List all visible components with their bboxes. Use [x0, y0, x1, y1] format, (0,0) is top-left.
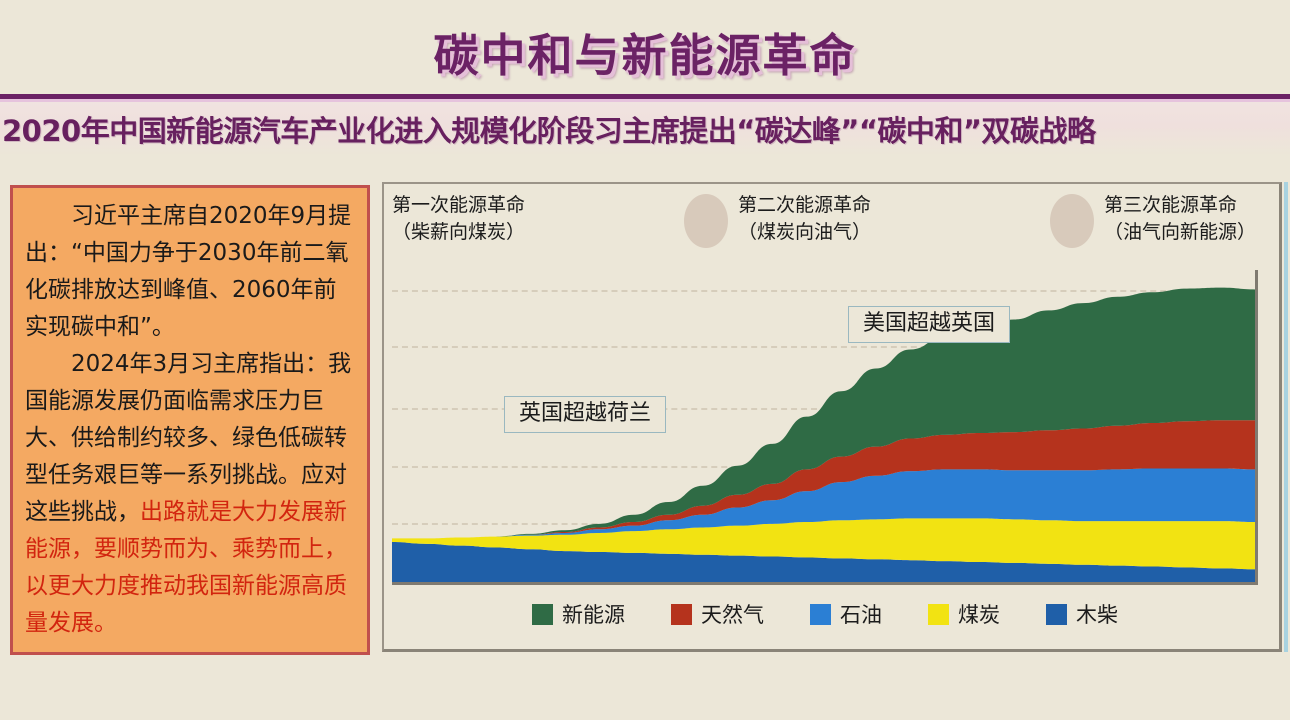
- callout-uk-overtakes-netherlands: 英国超越荷兰: [504, 396, 667, 433]
- legend-item: 煤炭: [928, 599, 1000, 629]
- area-series-svg: [392, 287, 1256, 582]
- note-paragraph-2: 2024年3月习主席指出：我国能源发展仍面临需求压力巨大、供给制约较多、绿色低碳…: [25, 346, 355, 642]
- legend-item: 木柴: [1046, 599, 1118, 629]
- subtitle-text: 2020年中国新能源汽车产业化进入规模化阶段习主席提出“碳达峰”“碳中和”双碳战…: [2, 114, 1096, 148]
- legend-label: 石油: [840, 603, 882, 627]
- area-series-木柴: [392, 542, 1256, 582]
- area-series-石油: [392, 468, 1256, 539]
- legend-label: 木柴: [1076, 603, 1118, 627]
- subtitle-band: 2020年中国新能源汽车产业化进入规模化阶段习主席提出“碳达峰”“碳中和”双碳战…: [0, 102, 1290, 156]
- gridline: [392, 346, 1256, 348]
- legend-label: 煤炭: [958, 603, 1000, 627]
- energy-revolution-2-text: 第二次能源革命 （煤炭向油气）: [738, 192, 871, 246]
- ellipse-icon: [684, 194, 728, 248]
- legend-swatch-icon: [532, 603, 553, 625]
- callout-us-overtakes-uk: 美国超越英国: [848, 306, 1011, 343]
- legend-swatch-icon: [1046, 603, 1067, 625]
- energy-revolution-1-text: 第一次能源革命 （柴薪向煤炭）: [392, 192, 525, 246]
- gridline: [392, 290, 1256, 292]
- energy-revolution-1: 第一次能源革命 （柴薪向煤炭）: [392, 192, 525, 246]
- energy-revolution-1-name: 第一次能源革命: [392, 194, 526, 216]
- legend-swatch-icon: [810, 603, 831, 625]
- energy-revolution-1-detail: （柴薪向煤炭）: [392, 221, 526, 243]
- legend-swatch-icon: [928, 603, 949, 625]
- note-paragraph-2-highlight: 出路就是大力发展新能源，要顺势而为、乘势而上，以更大力度推动我国新能源高质量发展…: [25, 499, 347, 636]
- page-title: 碳中和与新能源革命: [433, 28, 857, 82]
- chart-legend: 新能源 天然气 石油 煤炭 木柴: [392, 592, 1258, 636]
- title-divider: [0, 94, 1290, 99]
- legend-item: 石油: [810, 599, 882, 629]
- legend-label: 新能源: [562, 603, 625, 627]
- ellipse-icon: [1050, 194, 1094, 248]
- area-series-新能源: [392, 287, 1256, 539]
- energy-revolution-labels: 第一次能源革命 （柴薪向煤炭） 第二次能源革命 （煤炭向油气） 第三次能源革命 …: [392, 192, 1278, 264]
- note-panel: 习近平主席自2020年9月提出：“中国力争于2030年前二氧化碳排放达到峰值、2…: [10, 185, 370, 655]
- energy-revolution-3-name: 第三次能源革命: [1104, 194, 1238, 216]
- energy-revolution-3: 第三次能源革命 （油气向新能源）: [1050, 192, 1256, 248]
- energy-revolution-3-text: 第三次能源革命 （油气向新能源）: [1104, 192, 1256, 246]
- area-series-天然气: [392, 420, 1256, 539]
- energy-revolution-2: 第二次能源革命 （煤炭向油气）: [684, 192, 871, 248]
- note-paragraph-1: 习近平主席自2020年9月提出：“中国力争于2030年前二氧化碳排放达到峰值、2…: [25, 203, 352, 340]
- note-paragraph-2-plain: 2024年3月习主席指出：我国能源发展仍面临需求压力巨大、供给制约较多、绿色低碳…: [25, 351, 352, 525]
- legend-item: 新能源: [532, 599, 625, 629]
- legend-label: 天然气: [701, 603, 764, 627]
- energy-revolution-2-name: 第二次能源革命: [738, 194, 872, 216]
- area-series-煤炭: [392, 518, 1256, 570]
- title-bar: 碳中和与新能源革命: [0, 16, 1290, 86]
- chart-right-edge: [1284, 182, 1288, 652]
- energy-revolution-2-detail: （煤炭向油气）: [738, 221, 872, 243]
- energy-revolution-3-detail: （油气向新能源）: [1104, 221, 1257, 243]
- legend-item: 天然气: [671, 599, 764, 629]
- legend-swatch-icon: [671, 603, 692, 625]
- title-divider-highlight: [0, 99, 1290, 102]
